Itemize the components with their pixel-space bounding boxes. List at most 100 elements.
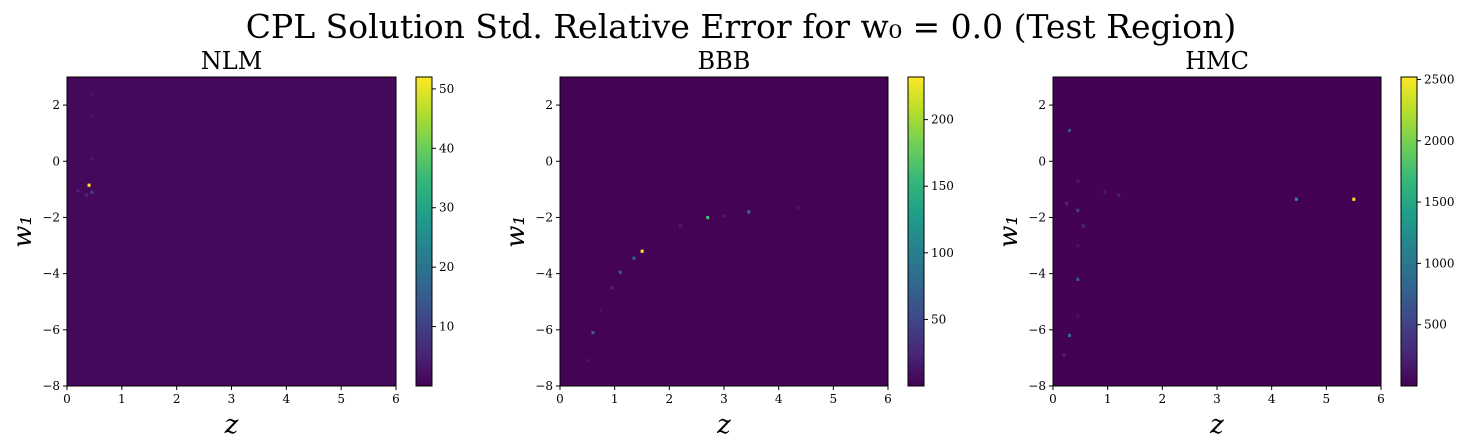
x-tick-label: 5: [1323, 392, 1331, 406]
y-axis-label: w₁: [994, 215, 1024, 248]
colorbar-tick-label: 50: [931, 312, 946, 326]
x-tick-label: 2: [173, 392, 181, 406]
x-tick-label: 2: [1159, 392, 1167, 406]
heatmap-cell: [640, 249, 644, 253]
y-tick-label: 0: [1038, 154, 1046, 168]
colorbar: [1401, 77, 1417, 386]
x-axis-label: z: [224, 410, 239, 440]
x-axis-label: z: [716, 410, 731, 440]
colorbar-tick-label: 1000: [1424, 256, 1455, 270]
x-tick-label: 6: [392, 392, 400, 406]
x-tick-label: 3: [228, 392, 236, 406]
heatmap-cell: [1062, 353, 1066, 357]
heatmap-cell: [1065, 201, 1069, 206]
figure-title: CPL Solution Std. Relative Error for w₀ …: [246, 7, 1236, 46]
heatmap-cell: [84, 193, 88, 197]
heatmap-cell: [1117, 193, 1121, 197]
x-tick-label: 5: [337, 392, 345, 406]
x-tick-label: 0: [63, 392, 71, 406]
panel-nlm: 0 1 2 3 4 5 6 −8 −6 −4 −2 0 2 NLM z w₁ 10 20 30 40 50: [8, 47, 454, 440]
y-tick-label: −6: [42, 323, 60, 337]
heatmap-cell: [1294, 197, 1298, 201]
y-tick-label: −8: [1028, 379, 1046, 393]
x-tick-label: 1: [1104, 392, 1112, 406]
x-axis-label: z: [1209, 410, 1224, 440]
heatmap-cell: [706, 215, 710, 220]
heatmap-cell: [796, 206, 800, 210]
y-tick-label: −4: [535, 267, 553, 281]
x-tick-label: 0: [1049, 392, 1057, 406]
y-axis-label: w₁: [501, 215, 531, 248]
y-tick-label: −2: [535, 210, 553, 224]
panel-bbb: 0 1 2 3 4 5 6 −8 −6 −4 −2 0 2 BBB z w₁ 50 100 150 200: [501, 47, 954, 440]
colorbar-tick-label: 1500: [1424, 195, 1455, 209]
panel-title: BBB: [698, 47, 751, 75]
y-tick-label: 2: [1038, 98, 1046, 112]
y-tick-label: −8: [42, 379, 60, 393]
y-tick-label: 0: [545, 154, 553, 168]
x-tick-label: 3: [1213, 392, 1221, 406]
panel-title: HMC: [1185, 47, 1249, 75]
panel-hmc: 0 1 2 3 4 5 6 −8 −6 −4 −2 0 2 HMC z w₁ 500 1000 1500 2000 25…: [994, 47, 1455, 440]
heatmap-cell: [90, 114, 94, 118]
heatmap-cell: [610, 286, 614, 290]
y-tick-label: 0: [52, 154, 60, 168]
colorbar-tick-label: 2500: [1424, 72, 1455, 86]
y-tick-label: −2: [1028, 210, 1046, 224]
heatmap-cell: [90, 156, 94, 161]
heatmap-cell: [1076, 314, 1080, 318]
x-tick-label: 3: [720, 392, 728, 406]
heatmap-cell: [1076, 277, 1080, 281]
x-tick-label: 5: [830, 392, 838, 406]
y-tick-label: −6: [535, 323, 553, 337]
heatmap-cell: [632, 256, 636, 260]
y-tick-label: −4: [42, 267, 60, 281]
heatmap-cell: [618, 270, 622, 274]
x-tick-label: 4: [283, 392, 291, 406]
panel-title: NLM: [201, 47, 263, 75]
heatmap-cell: [1081, 224, 1085, 228]
x-tick-label: 6: [884, 392, 892, 406]
y-tick-label: −2: [42, 210, 60, 224]
heatmap-cell: [591, 331, 595, 335]
x-tick-label: 2: [666, 392, 674, 406]
heatmap-cell: [1068, 333, 1072, 338]
heatmap-background: [1053, 77, 1381, 386]
colorbar-frame: [415, 76, 433, 387]
heatmap-cell: [1103, 190, 1107, 194]
x-tick-label: 6: [1377, 392, 1385, 406]
heatmap-background: [67, 77, 396, 386]
x-tick-label: 4: [775, 392, 783, 406]
y-tick-label: −6: [1028, 323, 1046, 337]
heatmap-cell: [722, 214, 726, 218]
colorbar-tick-label: 20: [439, 260, 454, 274]
heatmap-cell: [90, 92, 94, 96]
colorbar-tick-label: 40: [439, 141, 454, 155]
heatmap-cell: [1068, 128, 1072, 133]
y-tick-label: −4: [1028, 267, 1046, 281]
heatmap-background: [560, 77, 888, 386]
x-tick-label: 4: [1268, 392, 1276, 406]
x-tick-label: 0: [556, 392, 564, 406]
colorbar: [416, 77, 432, 386]
colorbar-tick-label: 2000: [1424, 134, 1455, 148]
colorbar-frame: [1400, 76, 1418, 387]
colorbar-tick-label: 150: [931, 179, 954, 193]
colorbar: [908, 77, 924, 386]
y-tick-label: 2: [545, 98, 553, 112]
colorbar-tick-label: 50: [439, 82, 454, 96]
heatmap-cell: [87, 183, 91, 187]
heatmap-cell: [585, 359, 589, 363]
y-tick-label: −8: [535, 379, 553, 393]
heatmap-cell: [747, 210, 751, 214]
heatmap-cell: [90, 190, 94, 194]
heatmap-cell: [1076, 179, 1080, 183]
colorbar-tick-label: 10: [439, 320, 454, 334]
heatmap-cell: [1076, 244, 1080, 248]
y-tick-label: 2: [52, 98, 60, 112]
heatmap-cell: [76, 189, 80, 193]
y-axis-label: w₁: [8, 215, 38, 248]
x-tick-label: 1: [611, 392, 619, 406]
